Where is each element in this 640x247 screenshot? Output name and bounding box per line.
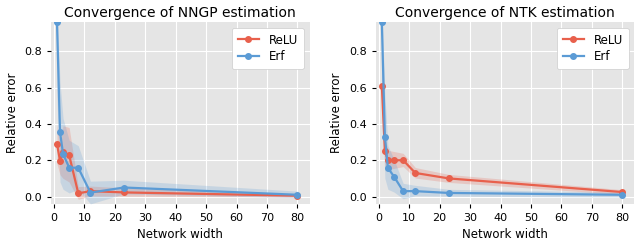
Erf [378, 21, 386, 24]
Erf [60, 152, 67, 155]
ReLU [381, 150, 388, 153]
Y-axis label: Relative error: Relative error [330, 73, 344, 153]
ReLU [60, 150, 67, 153]
Erf [53, 21, 61, 24]
Erf [618, 193, 626, 196]
ReLU [399, 159, 407, 162]
Erf [65, 166, 73, 169]
ReLU [53, 143, 61, 145]
Title: Convergence of NNGP estimation: Convergence of NNGP estimation [65, 5, 296, 20]
ReLU [56, 159, 64, 162]
Legend: ReLU, Erf: ReLU, Erf [232, 28, 304, 69]
Erf [399, 190, 407, 193]
Line: ReLU: ReLU [379, 83, 625, 195]
ReLU [120, 191, 128, 194]
Erf [381, 135, 388, 138]
ReLU [412, 171, 419, 174]
Erf [74, 166, 82, 169]
Line: Erf: Erf [54, 19, 300, 198]
ReLU [618, 191, 626, 194]
Line: ReLU: ReLU [54, 141, 300, 198]
ReLU [74, 192, 82, 195]
Erf [294, 193, 301, 196]
Line: Erf: Erf [379, 19, 625, 198]
X-axis label: Network width: Network width [462, 228, 548, 242]
Erf [384, 166, 392, 169]
Erf [445, 191, 452, 194]
ReLU [86, 190, 94, 193]
Title: Convergence of NTK estimation: Convergence of NTK estimation [396, 5, 615, 20]
Y-axis label: Relative error: Relative error [6, 73, 19, 153]
Erf [120, 186, 128, 189]
Erf [86, 191, 94, 194]
Legend: ReLU, Erf: ReLU, Erf [557, 28, 628, 69]
ReLU [384, 159, 392, 162]
Erf [412, 190, 419, 193]
ReLU [445, 177, 452, 180]
ReLU [65, 154, 73, 157]
Erf [56, 131, 64, 134]
ReLU [294, 194, 301, 197]
Erf [390, 175, 398, 178]
ReLU [390, 159, 398, 162]
X-axis label: Network width: Network width [138, 228, 223, 242]
ReLU [378, 84, 386, 87]
